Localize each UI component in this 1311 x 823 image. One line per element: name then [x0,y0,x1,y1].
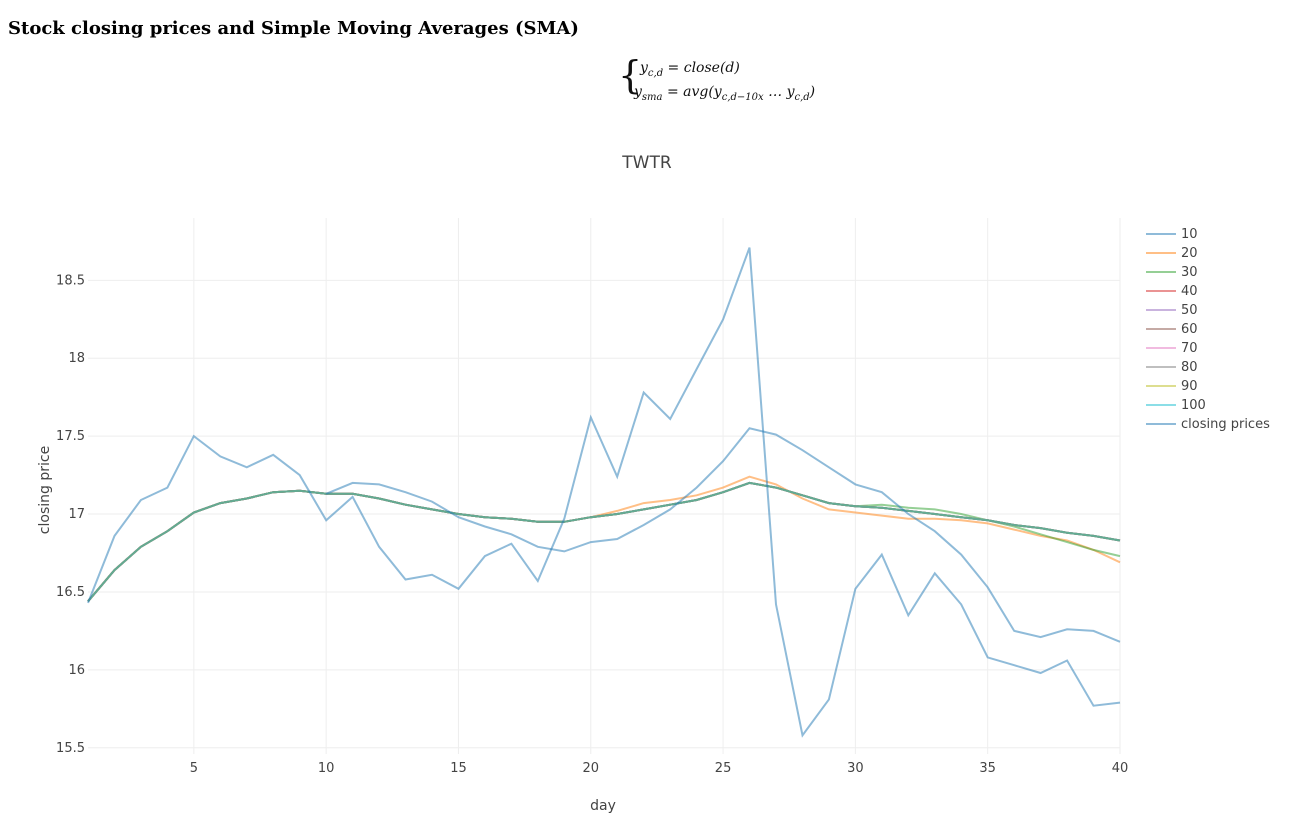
legend-item[interactable]: 90 [1146,379,1198,394]
legend-label: 70 [1181,341,1198,356]
legend-item[interactable]: 50 [1146,303,1198,318]
x-axis-ticks: 5 10 15 20 25 30 35 40 [190,761,1129,776]
formula-line-sma: ysma = avg(yc,d−10x … yc,d) [634,84,816,103]
legend-label: 90 [1181,379,1198,394]
x-tick-label: 35 [979,761,996,776]
x-tick-label: 5 [190,761,198,776]
legend-label: 80 [1181,360,1198,375]
legend-label: 60 [1181,322,1198,337]
series-line-10 [87,481,1121,602]
y-axis-label: closing price [37,446,53,534]
legend-item[interactable]: 40 [1146,284,1198,299]
x-tick-label: 15 [450,761,467,776]
x-tick-label: 30 [847,761,864,776]
y-tick-label: 18.5 [56,273,85,288]
x-tick-label: 25 [715,761,732,776]
y-tick-label: 16 [68,663,85,678]
legend-item[interactable]: 100 [1146,398,1206,413]
x-tick-label: 20 [582,761,599,776]
series-line-30 [87,481,1121,602]
legend-item[interactable]: 80 [1146,360,1198,375]
legend-label: 40 [1181,284,1198,299]
chart-title: TWTR [621,153,672,173]
series-line-60 [87,481,1121,602]
series-line-100 [87,481,1121,602]
formula-line-close: yc,d = close(d) [640,60,740,79]
legend-item[interactable]: 60 [1146,322,1198,337]
y-tick-label: 15.5 [56,741,85,756]
legend-item[interactable]: 20 [1146,246,1198,261]
series-line-closing-prices [87,247,1121,738]
page-heading: Stock closing prices and Simple Moving A… [8,18,579,39]
x-axis-label: day [590,798,616,814]
formula-brace: { [618,53,643,97]
legend-item[interactable]: 70 [1146,341,1198,356]
series-line-90 [87,481,1121,602]
legend-label: closing prices [1181,417,1270,432]
grid [88,218,1121,754]
legend-label: 20 [1181,246,1198,261]
legend-label: 50 [1181,303,1198,318]
legend-label: 100 [1181,398,1206,413]
y-tick-label: 16.5 [56,585,85,600]
legend-item[interactable]: 30 [1146,265,1198,280]
series-line-40 [87,481,1121,602]
legend-label: 30 [1181,265,1198,280]
y-tick-label: 18 [68,351,85,366]
series-lines [87,247,1121,738]
x-tick-label: 40 [1112,761,1129,776]
legend-item[interactable]: 10 [1146,227,1198,242]
legend: 10 20 30 40 50 60 70 80 90 100 closing prices [1146,227,1270,432]
y-tick-label: 17.5 [56,429,85,444]
y-tick-label: 17 [68,507,85,522]
series-line-20 [87,475,1121,602]
series-line-70 [87,481,1121,602]
series-line-extra-11 [325,427,1121,643]
x-tick-label: 10 [318,761,335,776]
y-axis-ticks: 15.5 16 16.5 17 17.5 18 18.5 [56,273,85,755]
series-line-50 [87,481,1121,602]
series-line-80 [87,481,1121,602]
legend-item[interactable]: closing prices [1146,417,1270,432]
legend-label: 10 [1181,227,1198,242]
